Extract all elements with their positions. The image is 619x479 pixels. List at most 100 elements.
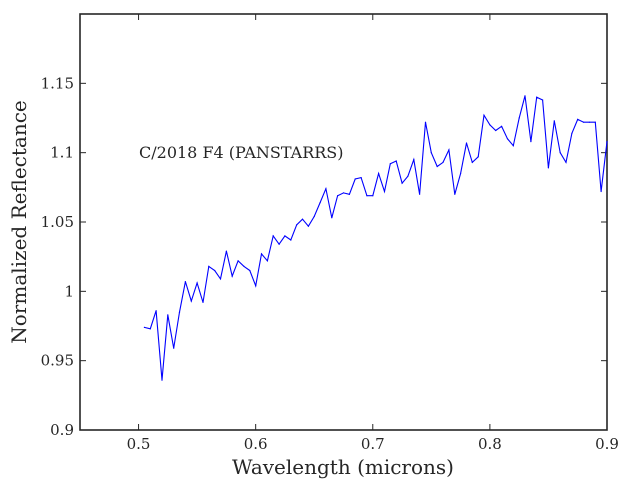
y-tick-label: 1.15 [41,74,74,92]
data-point [442,161,444,163]
data-point [243,265,245,267]
data-point [530,141,532,143]
x-tick-label: 0.6 [244,435,268,453]
data-point [448,149,450,151]
data-point [489,124,491,126]
data-point [173,347,175,349]
data-point [219,278,222,280]
data-point [378,172,380,175]
data-point [547,167,550,169]
x-tick-label: 0.8 [478,435,502,453]
data-point [272,235,274,237]
x-axis-ticks: 0.5 0.6 0.7 0.8 0.9 [127,14,619,453]
data-point [214,269,216,272]
data-point [600,190,602,193]
data-point [495,129,497,132]
data-point [313,215,315,218]
data-point [231,275,233,277]
x-axis-label: Wavelength (microns) [232,455,454,479]
data-point [401,182,403,184]
data-point [190,300,192,302]
data-point [430,152,432,154]
data-point [524,95,526,97]
data-point [583,121,585,123]
data-point [307,225,309,227]
comet-annotation: C/2018 F4 (PANSTARRS) [139,143,344,162]
data-point [366,195,368,197]
data-point [501,125,503,127]
data-point [342,192,345,194]
data-point [325,188,327,190]
data-point [395,160,397,162]
data-point [477,156,479,158]
data-point [460,172,462,175]
data-point [577,118,579,120]
data-point [606,141,608,143]
data-point [149,328,151,330]
plot-area-background [80,14,607,430]
data-point [588,121,591,123]
data-point [225,250,227,252]
data-point [296,224,298,226]
data-point [278,243,280,245]
data-point [565,161,567,163]
data-point [184,281,186,283]
data-point [208,265,210,267]
data-point [249,269,251,272]
data-point [559,152,561,154]
data-point [360,177,362,179]
x-tick-label: 0.5 [127,435,151,453]
data-point [407,175,409,177]
data-point [436,165,438,168]
data-point [143,326,145,328]
data-point [389,163,391,165]
reflectance-series-line [144,95,608,381]
data-point [506,138,509,140]
data-point [571,132,573,134]
data-point [354,178,356,180]
data-point [383,190,386,193]
data-point [284,235,286,237]
data-point [161,379,163,381]
data-point [483,114,485,116]
y-tick-label: 0.9 [50,421,74,439]
data-point [255,285,257,287]
data-point [594,121,596,123]
data-point [167,314,169,316]
data-point [372,195,374,197]
y-tick-label: 1.05 [41,213,74,231]
data-point [348,193,350,195]
data-point [178,311,181,313]
y-tick-label: 1 [64,282,74,300]
data-point [155,310,157,312]
data-point [553,120,555,122]
y-axis-ticks: 0.9 0.95 1 1.05 1.1 1.15 [41,74,607,439]
y-tick-label: 1.1 [50,144,74,162]
data-point [512,145,514,147]
x-tick-label: 0.7 [361,435,385,453]
data-point [290,239,292,241]
data-point [266,260,268,262]
data-point [465,142,468,144]
data-point [542,99,544,101]
data-point [301,218,304,220]
data-point [196,282,198,284]
data-point [260,253,263,255]
y-tick-label: 0.95 [41,352,74,370]
series-layer [143,95,608,381]
data-point [518,117,520,119]
y-axis-label: Normalized Reflectance [7,100,31,343]
data-point [202,301,204,303]
x-tick-label: 0.9 [595,435,619,453]
data-point [424,121,427,123]
data-point [331,217,333,219]
data-point [337,195,339,197]
data-point [413,159,415,161]
data-point [419,193,421,195]
data-point [237,260,239,262]
data-point [471,161,473,163]
data-point [454,193,456,195]
data-point [536,96,538,98]
data-point [319,202,321,204]
